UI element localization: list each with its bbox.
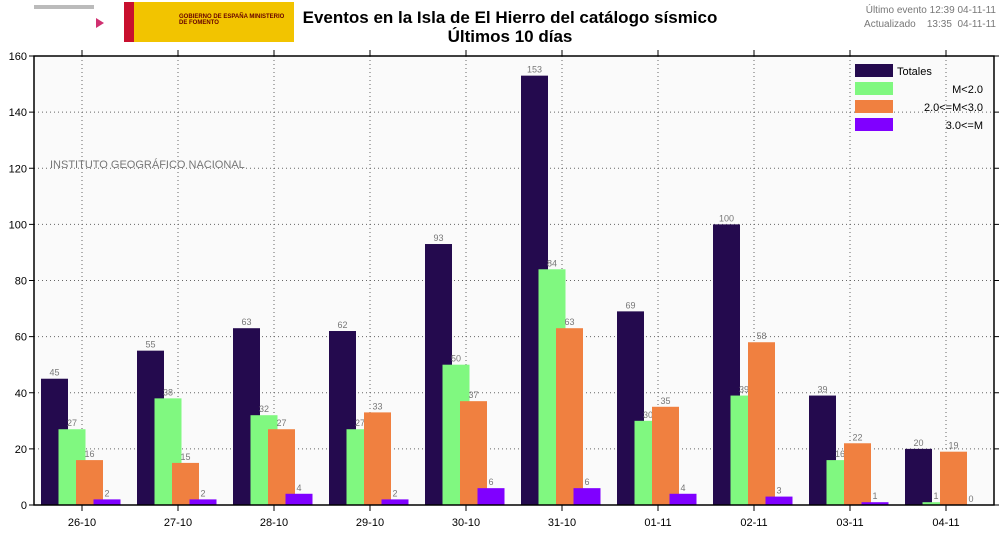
x-tick-label: 26-10 xyxy=(68,517,96,529)
data-label: 6 xyxy=(584,477,589,487)
data-label: 6 xyxy=(488,477,493,487)
data-label: 4 xyxy=(680,483,685,493)
data-label: 1 xyxy=(933,491,938,501)
data-label: 1 xyxy=(872,491,877,501)
data-label: 30 xyxy=(643,410,653,420)
data-label: 2 xyxy=(104,488,109,498)
updated-time: Actualizado 13:35 04-11-11 xyxy=(864,19,996,30)
data-label: 84 xyxy=(547,258,557,268)
y-tick-label: 120 xyxy=(9,163,27,175)
bar-2.0<=M<3.0 xyxy=(460,401,487,505)
data-label: 58 xyxy=(756,331,766,341)
data-label: 32 xyxy=(259,404,269,414)
bar-3.0<=M xyxy=(477,488,505,505)
data-label: 100 xyxy=(719,213,734,223)
bar-2.0<=M<3.0 xyxy=(652,406,679,505)
bar-3.0<=M xyxy=(93,499,121,505)
x-tick-label: 02-11 xyxy=(740,517,767,529)
data-label: 22 xyxy=(852,432,862,442)
y-tick-label: 160 xyxy=(9,51,27,63)
bar-3.0<=M xyxy=(669,493,697,505)
bar-2.0<=M<3.0 xyxy=(748,342,775,505)
data-label: 2 xyxy=(392,488,397,498)
bar-M<2.0 xyxy=(922,502,950,505)
y-tick-label: 100 xyxy=(9,219,27,231)
data-label: 39 xyxy=(739,385,749,395)
y-tick-label: 40 xyxy=(15,388,27,400)
data-label: 39 xyxy=(817,385,827,395)
x-tick-label: 31-10 xyxy=(548,517,576,529)
data-label: 153 xyxy=(527,65,542,75)
data-label: 50 xyxy=(451,354,461,364)
data-label: 63 xyxy=(564,317,574,327)
y-tick-label: 20 xyxy=(15,444,27,456)
data-label: 3 xyxy=(776,486,781,496)
data-label: 63 xyxy=(241,317,251,327)
y-tick-label: 80 xyxy=(15,276,27,288)
data-label: 20 xyxy=(913,438,923,448)
legend-swatch xyxy=(855,118,893,131)
data-label: 27 xyxy=(355,418,365,428)
bar-3.0<=M xyxy=(861,502,889,505)
ign-logo xyxy=(34,2,119,42)
y-tick-label: 0 xyxy=(21,500,27,512)
data-label: 0 xyxy=(968,494,973,504)
chart-title: Eventos en la Isla de El Hierro del catá… xyxy=(302,8,718,27)
data-label: 38 xyxy=(163,387,173,397)
plot-frame xyxy=(33,55,995,506)
legend-label: M<2.0 xyxy=(952,84,983,96)
legend-swatch xyxy=(855,100,893,113)
x-tick-label: 27-10 xyxy=(164,517,192,529)
data-label: 35 xyxy=(660,396,670,406)
data-label: 62 xyxy=(337,320,347,330)
bar-3.0<=M xyxy=(765,496,793,505)
gobierno-logo: GOBIERNO DE ESPAÑA MINISTERIO DE FOMENTO xyxy=(124,2,294,42)
bar-2.0<=M<3.0 xyxy=(76,460,103,505)
data-label: 19 xyxy=(948,441,958,451)
data-label: 33 xyxy=(372,401,382,411)
data-label: 45 xyxy=(49,368,59,378)
bar-2.0<=M<3.0 xyxy=(556,328,583,505)
x-tick-label: 28-10 xyxy=(260,517,288,529)
data-label: 55 xyxy=(145,340,155,350)
y-tick-label: 140 xyxy=(9,107,27,119)
data-label: 27 xyxy=(276,418,286,428)
x-tick-label: 29-10 xyxy=(356,517,384,529)
legend-label: 3.0<=M xyxy=(946,120,983,132)
watermark: INSTITUTO GEOGRÁFICO NACIONAL xyxy=(50,158,245,171)
last-event: Último evento 12:39 04-11-11 xyxy=(865,5,996,16)
bar-2.0<=M<3.0 xyxy=(844,443,871,505)
bar-3.0<=M xyxy=(573,488,601,505)
data-label: 16 xyxy=(835,449,845,459)
bar-3.0<=M xyxy=(381,499,409,505)
bar-2.0<=M<3.0 xyxy=(268,429,295,505)
x-tick-label: 04-11 xyxy=(932,517,959,529)
bar-Totales xyxy=(905,448,932,505)
data-label: 4 xyxy=(296,483,301,493)
data-label: 69 xyxy=(625,300,635,310)
data-label: 15 xyxy=(180,452,190,462)
legend-label: Totales xyxy=(897,66,932,78)
bar-3.0<=M xyxy=(285,493,313,505)
bar-2.0<=M<3.0 xyxy=(172,462,199,505)
legend-swatch xyxy=(855,64,893,77)
y-tick-label: 60 xyxy=(15,332,27,344)
legend-label: 2.0<=M<3.0 xyxy=(924,102,983,114)
legend-swatch xyxy=(855,82,893,95)
data-label: 16 xyxy=(84,449,94,459)
chart-subtitle: Últimos 10 días xyxy=(447,27,573,46)
x-tick-label: 01-11 xyxy=(644,517,671,529)
bar-2.0<=M<3.0 xyxy=(940,451,967,505)
data-label: 2 xyxy=(200,488,205,498)
x-tick-label: 03-11 xyxy=(836,517,863,529)
data-label: 27 xyxy=(67,418,77,428)
data-label: 93 xyxy=(433,233,443,243)
bar-2.0<=M<3.0 xyxy=(364,412,391,505)
bar-3.0<=M xyxy=(189,499,217,505)
x-tick-label: 30-10 xyxy=(452,517,480,529)
data-label: 37 xyxy=(468,390,478,400)
